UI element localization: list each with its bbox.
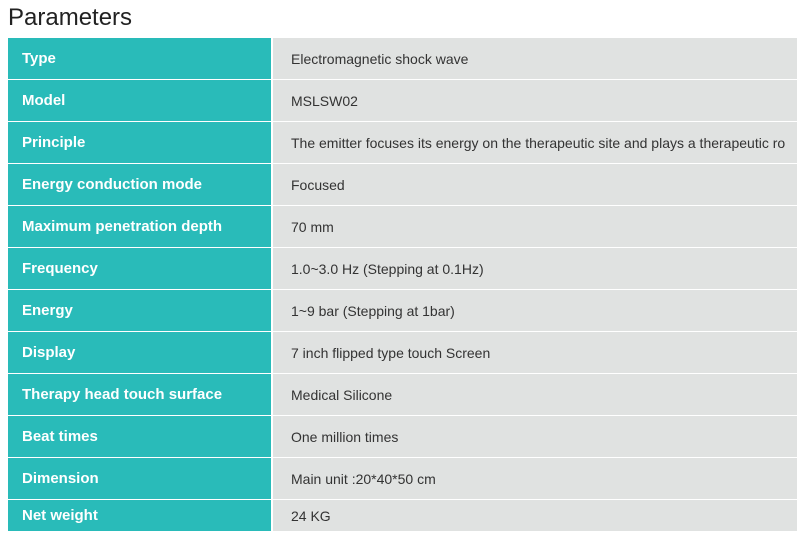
table-row: Type Electromagnetic shock wave [8,38,799,80]
param-label: Energy [8,290,273,331]
param-value: 7 inch flipped type touch Screen [273,332,799,373]
parameters-table: Type Electromagnetic shock wave Model MS… [8,38,799,532]
param-label: Principle [8,122,273,163]
param-value: The emitter focuses its energy on the th… [273,122,799,163]
param-value: Medical Silicone [273,374,799,415]
param-value: 24 KG [273,500,799,531]
param-label: Frequency [8,248,273,289]
param-value: 70 mm [273,206,799,247]
param-label: Display [8,332,273,373]
param-value: MSLSW02 [273,80,799,121]
param-label: Dimension [8,458,273,499]
param-label: Model [8,80,273,121]
param-label: Beat times [8,416,273,457]
param-label: Net weight [8,500,273,531]
table-row: Energy conduction mode Focused [8,164,799,206]
table-row: Beat times One million times [8,416,799,458]
param-label: Energy conduction mode [8,164,273,205]
table-row: Frequency 1.0~3.0 Hz (Stepping at 0.1Hz) [8,248,799,290]
param-label: Type [8,38,273,79]
table-row: Net weight 24 KG [8,500,799,532]
table-row: Dimension Main unit :20*40*50 cm [8,458,799,500]
table-row: Energy 1~9 bar (Stepping at 1bar) [8,290,799,332]
param-label: Maximum penetration depth [8,206,273,247]
param-value: 1~9 bar (Stepping at 1bar) [273,290,799,331]
table-row: Model MSLSW02 [8,80,799,122]
table-row: Therapy head touch surface Medical Silic… [8,374,799,416]
param-value: One million times [273,416,799,457]
table-row: Maximum penetration depth 70 mm [8,206,799,248]
param-value: Electromagnetic shock wave [273,38,799,79]
table-row: Principle The emitter focuses its energy… [8,122,799,164]
page-title: Parameters [0,0,799,38]
param-label: Therapy head touch surface [8,374,273,415]
param-value: Main unit :20*40*50 cm [273,458,799,499]
table-row: Display 7 inch flipped type touch Screen [8,332,799,374]
param-value: 1.0~3.0 Hz (Stepping at 0.1Hz) [273,248,799,289]
param-value: Focused [273,164,799,205]
